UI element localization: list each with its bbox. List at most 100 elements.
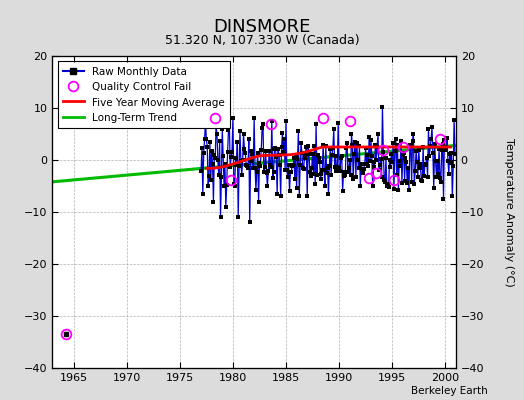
Point — [431, 158, 440, 164]
Point — [291, 152, 300, 158]
Point — [247, 148, 256, 154]
Point — [238, 157, 247, 163]
Point — [289, 161, 297, 168]
Point — [232, 155, 240, 162]
Point — [304, 143, 312, 149]
Point — [366, 158, 374, 164]
Point — [232, 162, 241, 168]
Point — [263, 170, 271, 176]
Point — [250, 115, 258, 122]
Point — [268, 175, 277, 182]
Point — [256, 163, 265, 169]
Point — [361, 160, 369, 167]
Point — [269, 169, 278, 175]
Point — [204, 183, 212, 189]
Point — [399, 150, 408, 156]
Point — [445, 151, 454, 158]
Point — [410, 180, 419, 187]
Point — [346, 172, 355, 178]
Y-axis label: Temperature Anomaly (°C): Temperature Anomaly (°C) — [504, 138, 514, 286]
Point — [327, 172, 335, 178]
Point — [435, 146, 443, 152]
Point — [300, 152, 309, 159]
Point — [451, 151, 459, 157]
Point — [271, 145, 280, 151]
Point — [298, 150, 306, 156]
Point — [305, 150, 313, 157]
Point — [285, 162, 293, 169]
Point — [367, 137, 375, 144]
Point — [293, 156, 302, 162]
Point — [314, 152, 322, 158]
Point — [368, 183, 377, 189]
Point — [286, 168, 294, 175]
Legend: Raw Monthly Data, Quality Control Fail, Five Year Moving Average, Long-Term Tren: Raw Monthly Data, Quality Control Fail, … — [58, 61, 230, 128]
Point — [242, 162, 250, 168]
Point — [396, 162, 405, 169]
Point — [278, 130, 287, 136]
Point — [258, 125, 266, 131]
Point — [235, 162, 243, 169]
Point — [246, 158, 255, 164]
Point — [263, 183, 271, 189]
Point — [249, 165, 257, 171]
Point — [412, 148, 420, 154]
Point — [335, 165, 343, 171]
Point — [252, 187, 260, 193]
Point — [342, 145, 351, 152]
Point — [446, 159, 455, 166]
Point — [226, 164, 234, 170]
Point — [334, 120, 342, 126]
Point — [373, 143, 381, 150]
Point — [422, 154, 431, 161]
Point — [268, 118, 276, 124]
Point — [369, 159, 378, 165]
Point — [377, 174, 386, 180]
Point — [339, 188, 347, 194]
Point — [409, 131, 418, 137]
Point — [236, 128, 244, 134]
Point — [432, 174, 441, 180]
Point — [324, 191, 333, 198]
Point — [394, 142, 402, 148]
Point — [253, 169, 261, 175]
Point — [257, 147, 266, 153]
Text: DINSMORE: DINSMORE — [213, 18, 311, 36]
Point — [223, 182, 231, 188]
Point — [255, 160, 264, 166]
Point — [282, 167, 291, 173]
Point — [354, 157, 362, 163]
Point — [436, 178, 445, 185]
Point — [200, 136, 209, 142]
Point — [279, 149, 288, 155]
Point — [283, 174, 292, 181]
Point — [254, 198, 263, 205]
Point — [211, 155, 220, 161]
Point — [352, 174, 360, 180]
Point — [414, 146, 423, 153]
Point — [392, 172, 401, 178]
Point — [400, 178, 409, 184]
Point — [199, 191, 207, 197]
Point — [260, 169, 268, 175]
Point — [241, 150, 249, 156]
Point — [401, 155, 410, 162]
Point — [443, 134, 451, 141]
Point — [292, 185, 301, 192]
Point — [208, 148, 216, 154]
Point — [399, 151, 407, 158]
Point — [379, 149, 388, 155]
Point — [233, 139, 242, 146]
Point — [200, 150, 208, 156]
Point — [297, 140, 305, 146]
Point — [198, 145, 206, 152]
Point — [381, 179, 389, 185]
Point — [416, 160, 424, 167]
Point — [370, 164, 379, 170]
Point — [340, 173, 348, 180]
Point — [349, 176, 357, 182]
Point — [359, 170, 367, 176]
Point — [239, 131, 248, 137]
Point — [326, 146, 334, 152]
Point — [295, 193, 303, 199]
